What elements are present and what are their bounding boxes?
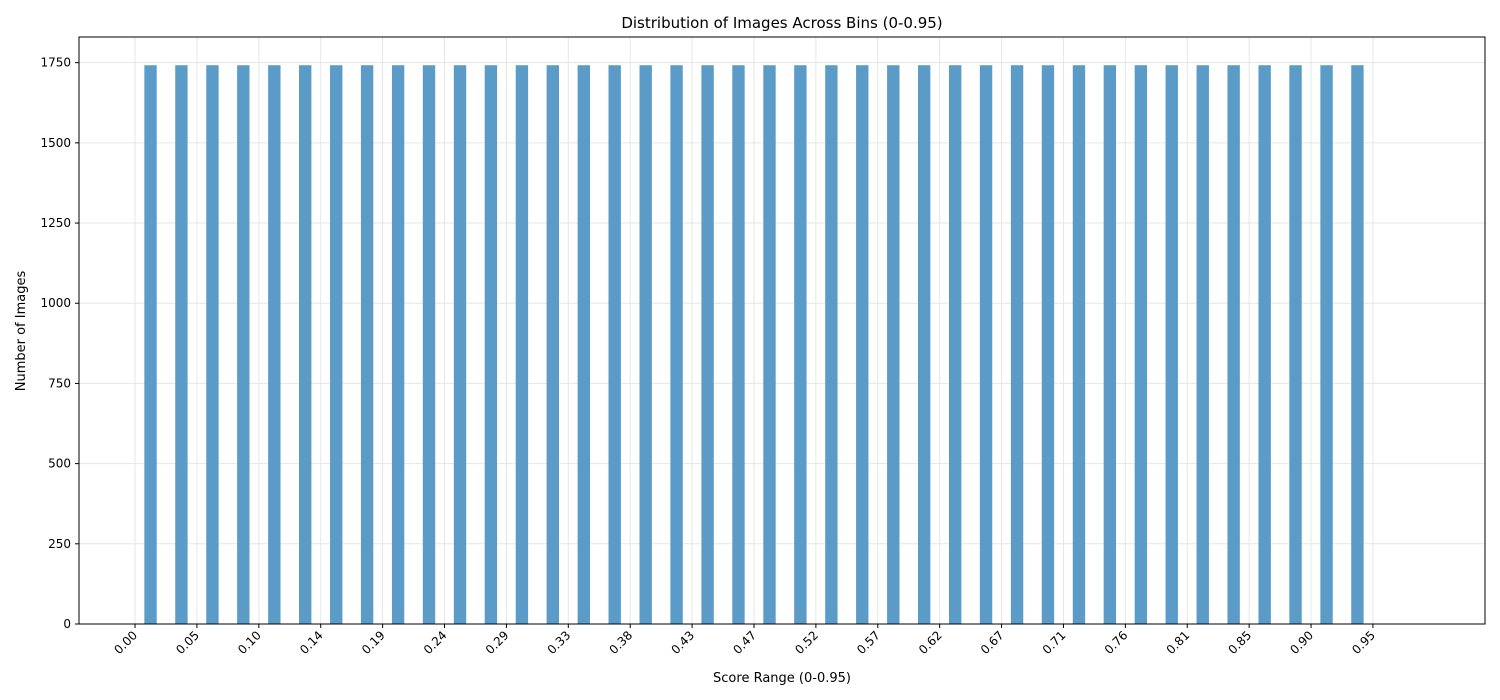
x-tick-label: 0.00 bbox=[111, 628, 140, 657]
bar bbox=[1165, 65, 1178, 625]
bar bbox=[1289, 65, 1302, 625]
x-tick-label: 0.62 bbox=[916, 628, 945, 657]
y-tick-label: 0 bbox=[63, 617, 71, 631]
x-tick-label: 0.38 bbox=[607, 628, 636, 657]
bar bbox=[144, 65, 157, 625]
plot-frame bbox=[78, 36, 1486, 625]
bar bbox=[701, 65, 714, 625]
x-tick-label: 0.33 bbox=[545, 628, 574, 657]
y-tick-label: 500 bbox=[48, 457, 71, 471]
x-tick-label: 0.57 bbox=[854, 628, 883, 657]
bar bbox=[917, 65, 931, 625]
x-tick-label: 0.14 bbox=[297, 628, 326, 657]
bar bbox=[175, 65, 188, 625]
x-tick-label: 0.43 bbox=[668, 628, 697, 657]
x-tick-label: 0.19 bbox=[359, 628, 388, 657]
bar bbox=[1351, 65, 1364, 625]
bar bbox=[299, 65, 312, 625]
bar bbox=[453, 65, 467, 625]
bar bbox=[268, 65, 281, 625]
bar bbox=[515, 65, 529, 625]
bar bbox=[1010, 65, 1024, 625]
bar bbox=[577, 65, 590, 625]
bar bbox=[206, 65, 219, 625]
bar bbox=[330, 65, 343, 625]
x-tick-label: 0.05 bbox=[173, 628, 202, 657]
x-tick-label: 0.52 bbox=[792, 628, 821, 657]
bar bbox=[794, 65, 807, 625]
bar bbox=[546, 65, 559, 625]
x-tick-label: 0.81 bbox=[1164, 628, 1193, 657]
y-tick-label: 750 bbox=[48, 376, 71, 390]
bars-layer bbox=[144, 65, 1364, 625]
y-axis-label: Number of Images bbox=[14, 271, 29, 392]
bar bbox=[887, 65, 900, 625]
bar bbox=[763, 65, 776, 625]
bar bbox=[979, 65, 993, 625]
x-tick-label: 0.95 bbox=[1349, 628, 1378, 657]
x-tick-label: 0.47 bbox=[730, 628, 759, 657]
y-tick-label: 1000 bbox=[40, 296, 71, 310]
y-tick-label: 1750 bbox=[40, 56, 71, 70]
x-axis-label: Score Range (0-0.95) bbox=[713, 671, 851, 686]
x-tick-label: 0.10 bbox=[235, 628, 264, 657]
x-tick-label: 0.90 bbox=[1287, 628, 1316, 657]
x-tick-label: 0.71 bbox=[1040, 628, 1069, 657]
bar bbox=[1258, 65, 1271, 625]
bar bbox=[1072, 65, 1086, 625]
chart-title: Distribution of Images Across Bins (0-0.… bbox=[621, 14, 942, 32]
bar bbox=[484, 65, 498, 625]
y-tick-label: 250 bbox=[48, 537, 71, 551]
bar bbox=[422, 65, 436, 625]
bar bbox=[1196, 65, 1209, 625]
bar bbox=[360, 65, 374, 625]
bar bbox=[237, 65, 250, 625]
grid-layer bbox=[79, 37, 1485, 625]
bar bbox=[639, 65, 652, 625]
x-tick-label: 0.67 bbox=[978, 628, 1007, 657]
bar bbox=[1320, 65, 1333, 625]
bar bbox=[391, 65, 405, 625]
bar bbox=[1227, 65, 1240, 625]
x-tick-label: 0.29 bbox=[483, 628, 512, 657]
x-tick-label: 0.85 bbox=[1225, 628, 1254, 657]
y-tick-label: 1500 bbox=[40, 136, 71, 150]
bar bbox=[948, 65, 962, 625]
bar bbox=[1103, 65, 1117, 625]
bar bbox=[825, 65, 838, 625]
bar bbox=[856, 65, 869, 625]
bar bbox=[608, 65, 621, 625]
x-tick-label: 0.76 bbox=[1102, 628, 1131, 657]
x-tick-label: 0.24 bbox=[421, 628, 450, 657]
y-tick-label: 1250 bbox=[40, 216, 71, 230]
bar bbox=[1134, 65, 1148, 625]
bar bbox=[732, 65, 745, 625]
bar bbox=[1041, 65, 1055, 625]
bar bbox=[670, 65, 683, 625]
